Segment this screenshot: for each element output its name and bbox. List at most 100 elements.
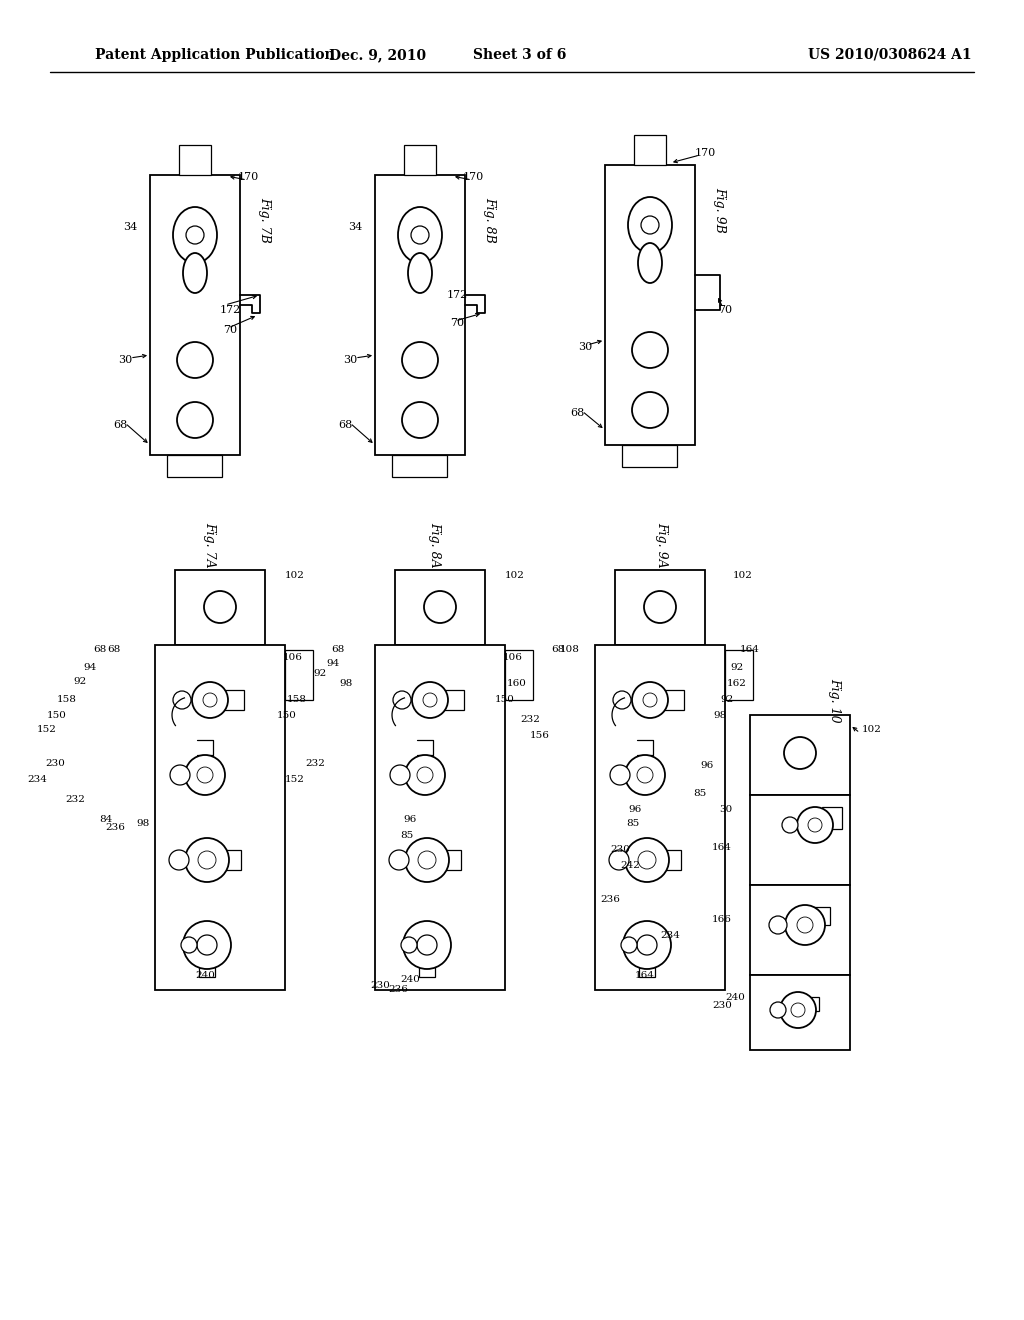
Circle shape bbox=[177, 403, 213, 438]
Text: 68: 68 bbox=[332, 645, 345, 655]
Circle shape bbox=[403, 921, 451, 969]
Circle shape bbox=[638, 851, 656, 869]
Text: 85: 85 bbox=[627, 818, 640, 828]
Text: 240: 240 bbox=[725, 994, 745, 1002]
Text: 160: 160 bbox=[507, 678, 527, 688]
Text: 236: 236 bbox=[105, 824, 125, 833]
Bar bbox=[662, 690, 684, 710]
Circle shape bbox=[770, 1002, 786, 1018]
Circle shape bbox=[181, 937, 197, 953]
Text: 232: 232 bbox=[305, 759, 325, 767]
Bar bbox=[442, 690, 464, 710]
Circle shape bbox=[203, 693, 217, 708]
Circle shape bbox=[390, 766, 410, 785]
Circle shape bbox=[625, 838, 669, 882]
Text: 30: 30 bbox=[578, 342, 592, 352]
Circle shape bbox=[808, 818, 822, 832]
Circle shape bbox=[402, 403, 438, 438]
Bar bbox=[395, 570, 485, 645]
Bar bbox=[605, 165, 695, 445]
Text: 172: 172 bbox=[446, 290, 468, 300]
Text: 34: 34 bbox=[348, 222, 362, 232]
Text: 30: 30 bbox=[118, 355, 132, 366]
Circle shape bbox=[411, 226, 429, 244]
Bar bbox=[634, 135, 666, 165]
Bar bbox=[595, 645, 725, 990]
Ellipse shape bbox=[398, 207, 442, 263]
Text: 234: 234 bbox=[27, 776, 47, 784]
Text: 85: 85 bbox=[400, 830, 414, 840]
Text: 152: 152 bbox=[285, 776, 305, 784]
Text: 170: 170 bbox=[463, 172, 483, 182]
Circle shape bbox=[637, 935, 657, 954]
Circle shape bbox=[406, 755, 445, 795]
Text: 150: 150 bbox=[278, 710, 297, 719]
Text: 156: 156 bbox=[530, 730, 550, 739]
Text: 150: 150 bbox=[47, 710, 67, 719]
Text: 232: 232 bbox=[520, 715, 540, 725]
Text: 152: 152 bbox=[37, 726, 57, 734]
Bar bbox=[439, 850, 461, 870]
Text: Dec. 9, 2010: Dec. 9, 2010 bbox=[330, 48, 427, 62]
Bar bbox=[622, 445, 677, 467]
Bar bbox=[639, 964, 655, 977]
Circle shape bbox=[417, 767, 433, 783]
Text: 240: 240 bbox=[400, 975, 420, 985]
Circle shape bbox=[204, 591, 236, 623]
Bar bbox=[219, 850, 241, 870]
Circle shape bbox=[784, 737, 816, 770]
Circle shape bbox=[423, 693, 437, 708]
Text: 92: 92 bbox=[74, 676, 87, 685]
Bar bbox=[750, 715, 850, 795]
Bar bbox=[179, 145, 211, 176]
Bar bbox=[805, 997, 819, 1011]
Text: 92: 92 bbox=[313, 668, 327, 677]
Circle shape bbox=[418, 851, 436, 869]
Ellipse shape bbox=[638, 243, 662, 282]
Text: 30: 30 bbox=[343, 355, 357, 366]
Bar bbox=[505, 649, 534, 700]
Text: 34: 34 bbox=[123, 222, 137, 232]
Text: Fig. 8B: Fig. 8B bbox=[483, 197, 497, 243]
Circle shape bbox=[198, 851, 216, 869]
Text: 230: 230 bbox=[610, 846, 630, 854]
Circle shape bbox=[169, 850, 189, 870]
Bar bbox=[615, 570, 705, 645]
Circle shape bbox=[170, 766, 190, 785]
Text: 170: 170 bbox=[238, 172, 259, 182]
Bar bbox=[750, 795, 850, 884]
Text: 166: 166 bbox=[712, 916, 732, 924]
Circle shape bbox=[609, 850, 629, 870]
Circle shape bbox=[791, 1003, 805, 1016]
Text: 98: 98 bbox=[713, 710, 726, 719]
Text: 102: 102 bbox=[733, 570, 753, 579]
Bar bbox=[150, 176, 240, 455]
Circle shape bbox=[197, 767, 213, 783]
Bar bbox=[659, 850, 681, 870]
Text: 92: 92 bbox=[720, 696, 733, 705]
Circle shape bbox=[632, 392, 668, 428]
Text: 94: 94 bbox=[327, 659, 340, 668]
Circle shape bbox=[424, 591, 456, 623]
Text: 98: 98 bbox=[137, 818, 150, 828]
Text: 85: 85 bbox=[693, 788, 707, 797]
Text: 30: 30 bbox=[719, 805, 732, 814]
Circle shape bbox=[641, 216, 659, 234]
Text: 102: 102 bbox=[285, 570, 305, 579]
Text: Fig. 9A: Fig. 9A bbox=[655, 523, 669, 568]
Text: 68: 68 bbox=[94, 645, 106, 655]
Bar bbox=[404, 145, 436, 176]
Circle shape bbox=[785, 906, 825, 945]
Text: Fig. 7A: Fig. 7A bbox=[204, 523, 216, 568]
Circle shape bbox=[632, 333, 668, 368]
Text: 150: 150 bbox=[496, 696, 515, 705]
Circle shape bbox=[610, 766, 630, 785]
Circle shape bbox=[402, 342, 438, 378]
Bar bbox=[167, 455, 222, 477]
Text: 102: 102 bbox=[505, 570, 525, 579]
Text: 158: 158 bbox=[287, 696, 307, 705]
Text: 70: 70 bbox=[718, 305, 732, 315]
Text: 164: 164 bbox=[740, 645, 760, 655]
Circle shape bbox=[417, 935, 437, 954]
Text: 68: 68 bbox=[106, 645, 120, 655]
